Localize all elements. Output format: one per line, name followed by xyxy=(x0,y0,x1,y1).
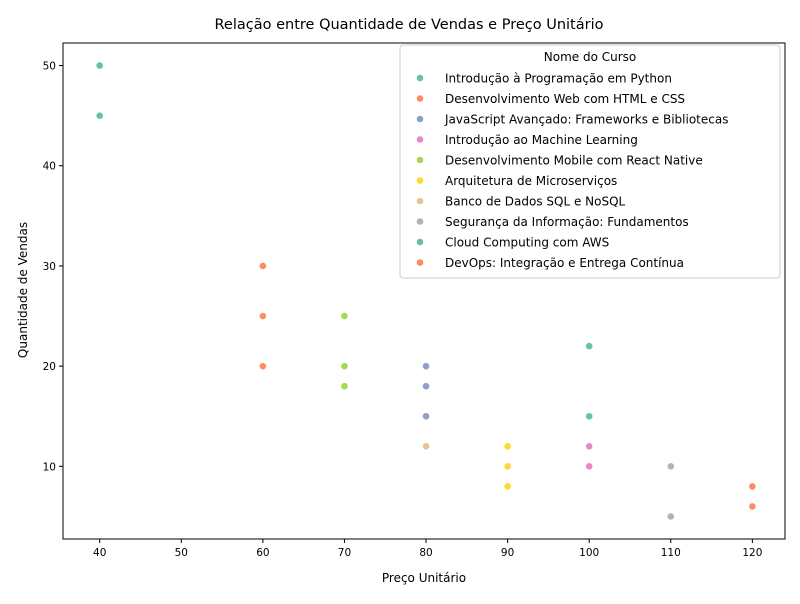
legend-label-2: JavaScript Avançado: Frameworks e Biblio… xyxy=(444,113,728,127)
data-point-s4-p1 xyxy=(340,362,349,371)
data-point-s7-p1 xyxy=(666,512,675,521)
axes-frame xyxy=(62,42,786,540)
legend-marker-9 xyxy=(416,258,424,267)
legend-label-1: Desenvolvimento Web com HTML e CSS xyxy=(445,92,685,106)
data-point-s3-p0 xyxy=(585,442,594,451)
data-point-s1-p1 xyxy=(258,312,267,320)
data-point-s2-p1 xyxy=(422,382,430,391)
legend-marker-8 xyxy=(416,238,424,246)
legend-marker-7 xyxy=(416,217,424,226)
data-point-s1-p2 xyxy=(258,362,267,371)
legend-label-3: Introdução ao Machine Learning xyxy=(445,133,638,147)
x-tick-label-3: 70 xyxy=(338,547,351,559)
y-tick-label-1: 20 xyxy=(43,361,56,373)
x-tick-label-4: 80 xyxy=(419,547,432,559)
x-tick-label-1: 50 xyxy=(175,547,188,559)
data-point-s8-p1 xyxy=(585,412,594,421)
data-point-s5-p2 xyxy=(503,482,512,491)
x-tick-label-0: 40 xyxy=(93,547,106,559)
legend: Nome do Curso Introdução à Programação em… xyxy=(399,44,781,279)
data-point-s7-p0 xyxy=(666,462,675,471)
data-point-s4-p0 xyxy=(340,312,349,320)
legend-marker-4 xyxy=(416,156,424,164)
legend-title: Nome do Curso xyxy=(544,50,637,64)
legend-label-0: Introdução à Programação em Python xyxy=(445,72,672,86)
x-tick-label-5: 90 xyxy=(501,547,514,559)
legend-marker-1 xyxy=(416,94,424,103)
legend-marker-2 xyxy=(416,115,424,123)
legend-marker-5 xyxy=(416,176,424,185)
data-point-s2-p0 xyxy=(422,362,430,371)
data-point-s9-p1 xyxy=(748,502,757,511)
legend-label-8: Cloud Computing com AWS xyxy=(445,236,609,250)
data-point-s9-p0 xyxy=(748,482,757,491)
legend-box xyxy=(399,44,781,279)
x-tick-label-7: 110 xyxy=(661,547,681,559)
y-tick-label-2: 30 xyxy=(43,261,56,273)
y-tick-label-3: 40 xyxy=(43,161,56,173)
legend-label-6: Banco de Dados SQL e NoSQL xyxy=(445,195,626,209)
y-tick-label-4: 50 xyxy=(43,61,56,73)
x-tick-label-8: 120 xyxy=(742,547,762,559)
data-point-s6-p0 xyxy=(422,442,430,451)
data-point-s1-p0 xyxy=(258,262,267,270)
plot-area: 40 50 60 70 80 90 100 110 120 10 20 30 40 50 xyxy=(43,42,786,559)
legend-label-5: Arquitetura de Microserviços xyxy=(445,174,617,188)
legend-marker-0 xyxy=(416,74,424,82)
legend-label-9: DevOps: Integração e Entrega Contínua xyxy=(445,256,684,270)
x-tick-label-6: 100 xyxy=(579,547,599,559)
data-point-s0-p1 xyxy=(95,111,104,120)
legend-label-7: Segurança da Informação: Fundamentos xyxy=(445,215,689,229)
data-point-s2-p2 xyxy=(422,412,430,421)
legend-marker-3 xyxy=(416,135,424,144)
data-point-s3-p1 xyxy=(585,462,594,471)
data-point-s5-p1 xyxy=(503,462,512,471)
data-point-s5-p0 xyxy=(503,442,512,451)
data-point-s8-p0 xyxy=(585,342,594,351)
legend-marker-6 xyxy=(416,197,424,205)
legend-label-4: Desenvolvimento Mobile com React Native xyxy=(445,154,703,168)
y-tick-label-0: 10 xyxy=(43,461,56,473)
x-axis-label: Preço Unitário xyxy=(382,571,466,585)
x-tick-label-2: 60 xyxy=(256,547,269,559)
chart-title: Relação entre Quantidade de Vendas e Pre… xyxy=(215,17,604,33)
data-point-s0-p0 xyxy=(95,61,104,70)
data-point-s4-p2 xyxy=(340,382,349,391)
y-axis-label: Quantidade de Vendas xyxy=(16,222,30,358)
